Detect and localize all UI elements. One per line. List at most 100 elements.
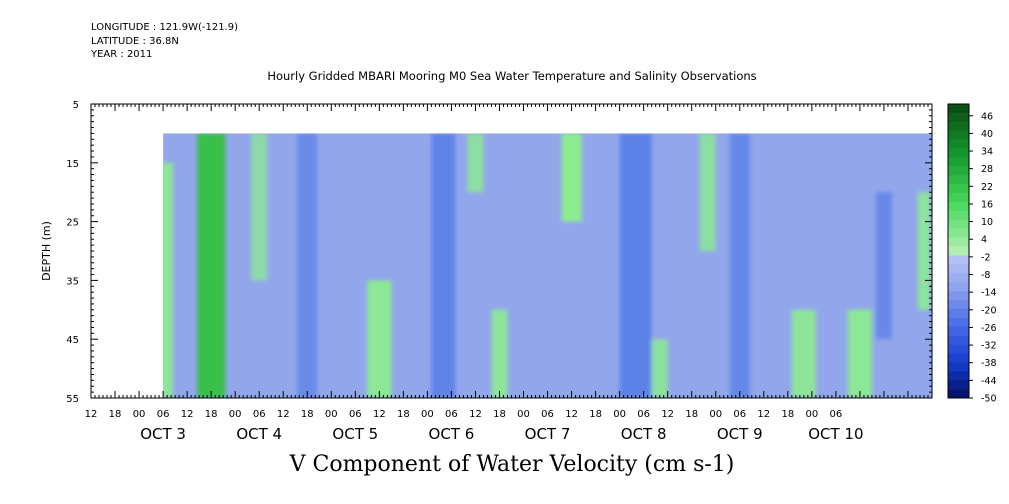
x-hour-label: 06 [445, 409, 458, 420]
colorbar-segment [948, 291, 969, 301]
velocity-band-13 [791, 309, 816, 398]
colorbar-segment [948, 371, 969, 381]
y-tick-label: 25 [66, 218, 79, 229]
colorbar-label: 4 [981, 235, 987, 246]
x-hour-label: 12 [469, 409, 482, 420]
x-hour-label: 00 [421, 409, 434, 420]
colorbar-segment [948, 308, 969, 319]
x-hour-label: 06 [349, 409, 362, 420]
colorbar-label: -50 [981, 394, 997, 405]
colorbar-label: -20 [981, 305, 997, 316]
x-hour-label: 00 [229, 409, 242, 420]
velocity-band-2 [251, 133, 268, 281]
x-hour-label: 06 [253, 409, 266, 420]
x-hour-label: 00 [325, 409, 338, 420]
x-hour-label: 12 [85, 409, 98, 420]
x-hour-label: 18 [205, 409, 218, 420]
colorbar-label: 46 [981, 111, 993, 122]
colorbar-label: -2 [981, 252, 990, 263]
colorbar-segment [948, 112, 969, 123]
x-day-label: OCT 10 [808, 425, 863, 443]
velocity-band-1 [197, 133, 226, 398]
x-hour-label: 06 [157, 409, 170, 420]
colorbar-label: -38 [981, 358, 997, 369]
velocity-band-14 [847, 309, 872, 398]
x-hour-label: 12 [757, 409, 770, 420]
x-day-label: OCT 5 [332, 425, 378, 443]
velocity-band-11 [699, 133, 716, 251]
colorbar-label: 10 [981, 217, 993, 228]
colorbar-segment [948, 202, 969, 212]
x-hour-label: 06 [541, 409, 554, 420]
colorbar-segment [948, 148, 969, 158]
colorbar-segment [948, 344, 969, 354]
colorbar-segment [948, 228, 969, 238]
longitude-label: LONGITUDE : 121.9W(-121.9) [91, 22, 238, 33]
y-tick-label: 5 [73, 100, 79, 111]
velocity-band-6 [467, 133, 484, 193]
x-hour-label: 00 [709, 409, 722, 420]
colorbar-label: -44 [981, 376, 997, 387]
x-hour-label: 06 [830, 409, 843, 420]
x-day-label: OCT 3 [140, 425, 186, 443]
x-hour-label: 12 [373, 409, 386, 420]
x-hour-label: 12 [565, 409, 578, 420]
velocity-band-7 [491, 309, 508, 398]
colorbar-frame [947, 103, 970, 399]
colorbar-label: -26 [981, 323, 997, 334]
x-hour-label: 18 [109, 409, 122, 420]
colorbar-segment [948, 326, 969, 336]
velocity-band-4 [367, 280, 392, 398]
colorbar-segment [948, 130, 969, 140]
velocity-band-10 [651, 339, 668, 398]
heatmap-background [163, 133, 933, 398]
colorbar-segment [948, 210, 969, 221]
colorbar-label: -32 [981, 341, 997, 352]
colorbar-segment [948, 121, 969, 132]
x-hour-label: 12 [277, 409, 290, 420]
x-hour-label: 18 [589, 409, 602, 420]
year-label: YEAR : 2011 [91, 49, 153, 60]
heatmap-bands [163, 133, 930, 398]
x-day-label: OCT 7 [525, 425, 571, 443]
velocity-band-5 [431, 133, 456, 398]
colorbar-segment [948, 317, 969, 328]
colorbar-label: 16 [981, 199, 993, 210]
colorbar-segment [948, 362, 969, 372]
colorbar-segment [948, 335, 969, 345]
x-hour-label: 18 [781, 409, 794, 420]
colorbar-segment [948, 389, 969, 399]
colorbar-segment [948, 353, 969, 363]
x-day-label: OCT 9 [717, 425, 763, 443]
velocity-band-8 [561, 133, 582, 222]
x-hour-label: 12 [661, 409, 674, 420]
colorbar-segment [948, 166, 969, 176]
colorbar-segment [948, 246, 969, 256]
colorbar-segment [948, 175, 969, 185]
colorbar-segment [948, 237, 969, 247]
x-hour-label: 18 [685, 409, 698, 420]
velocity-band-15 [875, 192, 892, 340]
colorbar-segment [948, 264, 969, 274]
colorbar-segment [948, 219, 969, 230]
velocity-band-9 [619, 133, 652, 398]
x-hour-label: 18 [397, 409, 410, 420]
x-hour-label: 00 [133, 409, 146, 420]
colorbar-segment [948, 380, 969, 390]
x-hour-label: 06 [637, 409, 650, 420]
x-hour-label: 00 [613, 409, 626, 420]
chart-title: Hourly Gridded MBARI Mooring M0 Sea Wate… [267, 69, 757, 83]
y-tick-label: 35 [66, 276, 79, 287]
colorbar-label: -14 [981, 288, 997, 299]
x-day-label: OCT 4 [236, 425, 282, 443]
y-axis: 5 15 25 35 45 55 [66, 100, 932, 405]
colorbar-label: -8 [981, 270, 990, 281]
x-hour-label: 00 [517, 409, 530, 420]
y-tick-label: 45 [66, 335, 79, 346]
colorbar-segment [948, 104, 969, 114]
velocity-band-0 [163, 162, 174, 398]
x-hour-label: 06 [733, 409, 746, 420]
velocity-band-12 [729, 133, 750, 398]
velocity-band-16 [917, 192, 930, 310]
